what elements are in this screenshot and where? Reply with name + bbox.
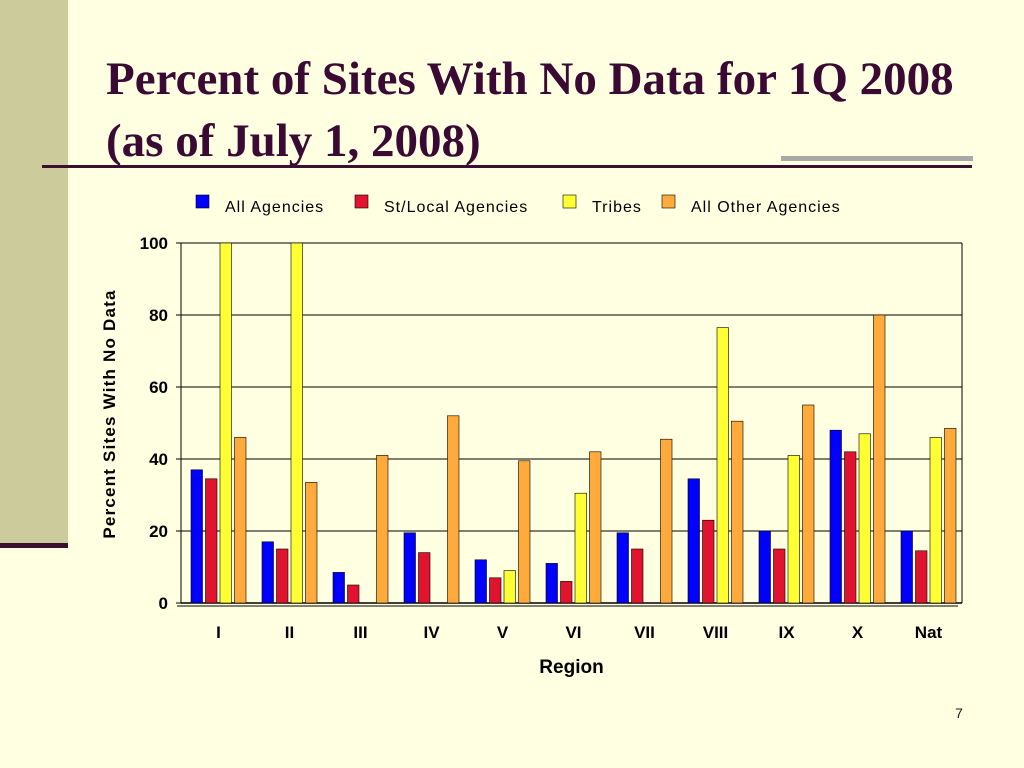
bar-all-other-agencies-iii: [376, 455, 389, 604]
bar-all-agencies-iv: [403, 532, 416, 604]
bar-all-agencies-ii: [261, 541, 274, 604]
bar-all-other-agencies-iv: [447, 415, 460, 604]
bar-all-other-agencies-ix: [802, 404, 815, 604]
legend-label: All Other Agencies: [691, 199, 841, 216]
bar-tribes-x: [858, 433, 871, 604]
bar-all-other-agencies-nat: [944, 428, 957, 604]
bar-tribes-vi: [574, 492, 587, 604]
title-divider-accent: [781, 156, 973, 161]
bar-tribes-i: [219, 242, 232, 604]
x-axis-title: Region: [539, 657, 603, 678]
bar-all-agencies-ix: [758, 530, 771, 604]
y-tick-label: 100: [140, 234, 168, 253]
bar-st-local-agencies-ii: [276, 548, 289, 604]
bar-all-other-agencies-ii: [305, 482, 318, 604]
x-tick-label: IV: [423, 623, 440, 642]
bar-tribes-ii: [290, 242, 303, 604]
x-tick-label: III: [353, 623, 367, 642]
x-tick-label: IX: [778, 623, 795, 642]
bar-st-local-agencies-vii: [631, 548, 644, 604]
y-tick-label: 40: [149, 450, 168, 469]
bar-all-other-agencies-viii: [731, 420, 744, 604]
x-tick-label: V: [497, 623, 509, 642]
bar-all-agencies-vii: [616, 532, 629, 604]
bar-all-agencies-iii: [332, 572, 345, 604]
x-tick-label: VII: [634, 623, 655, 642]
bar-st-local-agencies-iii: [347, 584, 360, 604]
bar-st-local-agencies-iv: [418, 552, 431, 604]
bar-st-local-agencies-nat: [915, 550, 928, 604]
y-tick-label: 60: [149, 378, 168, 397]
bar-all-other-agencies-v: [518, 460, 531, 604]
x-tick-label: VIII: [703, 623, 729, 642]
bar-all-other-agencies-vii: [660, 438, 673, 604]
legend-swatch-tribes: [562, 194, 577, 209]
bar-all-agencies-vi: [545, 563, 558, 604]
title-divider: [42, 165, 972, 168]
bar-st-local-agencies-v: [489, 577, 502, 604]
bar-all-agencies-nat: [900, 530, 913, 604]
bar-tribes-v: [503, 570, 516, 604]
bar-all-agencies-v: [474, 559, 487, 604]
bar-all-other-agencies-i: [234, 437, 247, 604]
legend-swatch-all-agencies: [195, 194, 210, 209]
legend-label: St/Local Agencies: [384, 199, 528, 216]
bar-all-agencies-x: [829, 429, 842, 604]
left-accent-rule: [0, 543, 68, 548]
y-tick-label: 0: [159, 594, 168, 613]
slide-title: Percent of Sites With No Data for 1Q 200…: [106, 53, 954, 167]
bar-all-other-agencies-vi: [589, 451, 602, 604]
legend-label: All Agencies: [225, 199, 324, 216]
y-axis-title: Percent Sites With No Data: [100, 289, 119, 538]
x-tick-label: VI: [565, 623, 581, 642]
left-accent-band: [0, 0, 68, 545]
slide-number: 7: [955, 705, 963, 721]
x-tick-label: X: [852, 623, 864, 642]
bar-st-local-agencies-i: [205, 478, 218, 604]
legend-swatch-all-other-agencies: [661, 194, 676, 209]
x-tick-label: II: [285, 623, 294, 642]
y-tick-label: 80: [149, 306, 168, 325]
bar-all-agencies-i: [190, 469, 203, 604]
bar-all-other-agencies-x: [873, 314, 886, 604]
legend-swatch-st-local-agencies: [354, 194, 369, 209]
bar-tribes-ix: [787, 455, 800, 604]
bar-st-local-agencies-ix: [773, 548, 786, 604]
bar-all-agencies-viii: [687, 478, 700, 604]
y-tick-label: 20: [149, 522, 168, 541]
legend-label: Tribes: [592, 199, 642, 216]
x-tick-label: Nat: [915, 623, 943, 642]
bar-tribes-viii: [716, 327, 729, 604]
bar-st-local-agencies-viii: [702, 519, 715, 604]
bar-st-local-agencies-x: [844, 451, 857, 604]
bar-tribes-nat: [929, 437, 942, 604]
x-tick-label: I: [216, 623, 221, 642]
bar-st-local-agencies-vi: [560, 581, 573, 604]
